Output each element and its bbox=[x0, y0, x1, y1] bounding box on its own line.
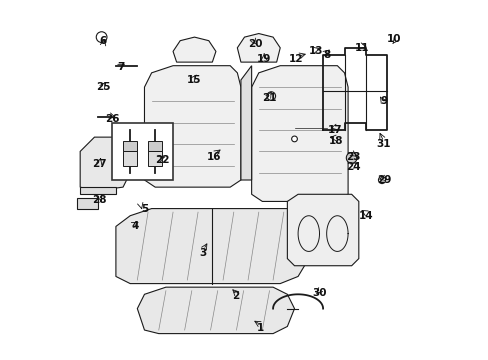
Text: 31: 31 bbox=[376, 139, 390, 149]
Circle shape bbox=[378, 176, 385, 184]
Polygon shape bbox=[77, 198, 98, 208]
Polygon shape bbox=[137, 287, 294, 334]
Text: 19: 19 bbox=[256, 54, 271, 64]
Text: 10: 10 bbox=[386, 34, 401, 44]
Text: 25: 25 bbox=[96, 82, 110, 92]
Text: 24: 24 bbox=[346, 162, 360, 172]
Text: 7: 7 bbox=[117, 63, 125, 72]
Polygon shape bbox=[80, 187, 116, 194]
Circle shape bbox=[291, 136, 297, 142]
Text: 4: 4 bbox=[132, 221, 139, 231]
Text: 23: 23 bbox=[346, 152, 360, 162]
Text: 17: 17 bbox=[327, 125, 342, 135]
Polygon shape bbox=[287, 194, 358, 266]
Text: 29: 29 bbox=[376, 175, 390, 185]
Text: 15: 15 bbox=[187, 75, 202, 85]
Text: 16: 16 bbox=[206, 152, 221, 162]
Polygon shape bbox=[346, 153, 356, 163]
Polygon shape bbox=[173, 37, 216, 62]
Polygon shape bbox=[80, 137, 130, 191]
Text: 20: 20 bbox=[247, 39, 262, 49]
Text: 11: 11 bbox=[354, 43, 369, 53]
Polygon shape bbox=[241, 66, 251, 180]
Text: 14: 14 bbox=[358, 211, 372, 221]
Text: 6: 6 bbox=[100, 36, 107, 46]
Bar bbox=[123, 152, 137, 166]
Bar bbox=[148, 141, 162, 152]
Polygon shape bbox=[237, 33, 280, 62]
Text: 3: 3 bbox=[200, 248, 206, 258]
Text: 1: 1 bbox=[256, 323, 264, 333]
Bar bbox=[148, 152, 162, 166]
Text: 27: 27 bbox=[92, 159, 107, 169]
Text: 18: 18 bbox=[327, 136, 342, 146]
Text: 12: 12 bbox=[288, 54, 303, 64]
Text: 28: 28 bbox=[92, 195, 107, 204]
Text: 30: 30 bbox=[312, 288, 326, 297]
Text: 5: 5 bbox=[141, 203, 148, 213]
Polygon shape bbox=[116, 208, 308, 284]
Polygon shape bbox=[251, 66, 347, 202]
Text: 22: 22 bbox=[155, 156, 169, 165]
Text: 13: 13 bbox=[308, 46, 323, 57]
Text: 9: 9 bbox=[380, 96, 386, 107]
Bar bbox=[112, 123, 173, 180]
Circle shape bbox=[266, 92, 275, 100]
Text: 26: 26 bbox=[105, 114, 120, 124]
Text: 2: 2 bbox=[231, 291, 239, 301]
Text: 21: 21 bbox=[262, 93, 276, 103]
Text: 8: 8 bbox=[323, 50, 329, 60]
Circle shape bbox=[96, 32, 107, 42]
Bar bbox=[123, 141, 137, 152]
Polygon shape bbox=[144, 66, 241, 187]
